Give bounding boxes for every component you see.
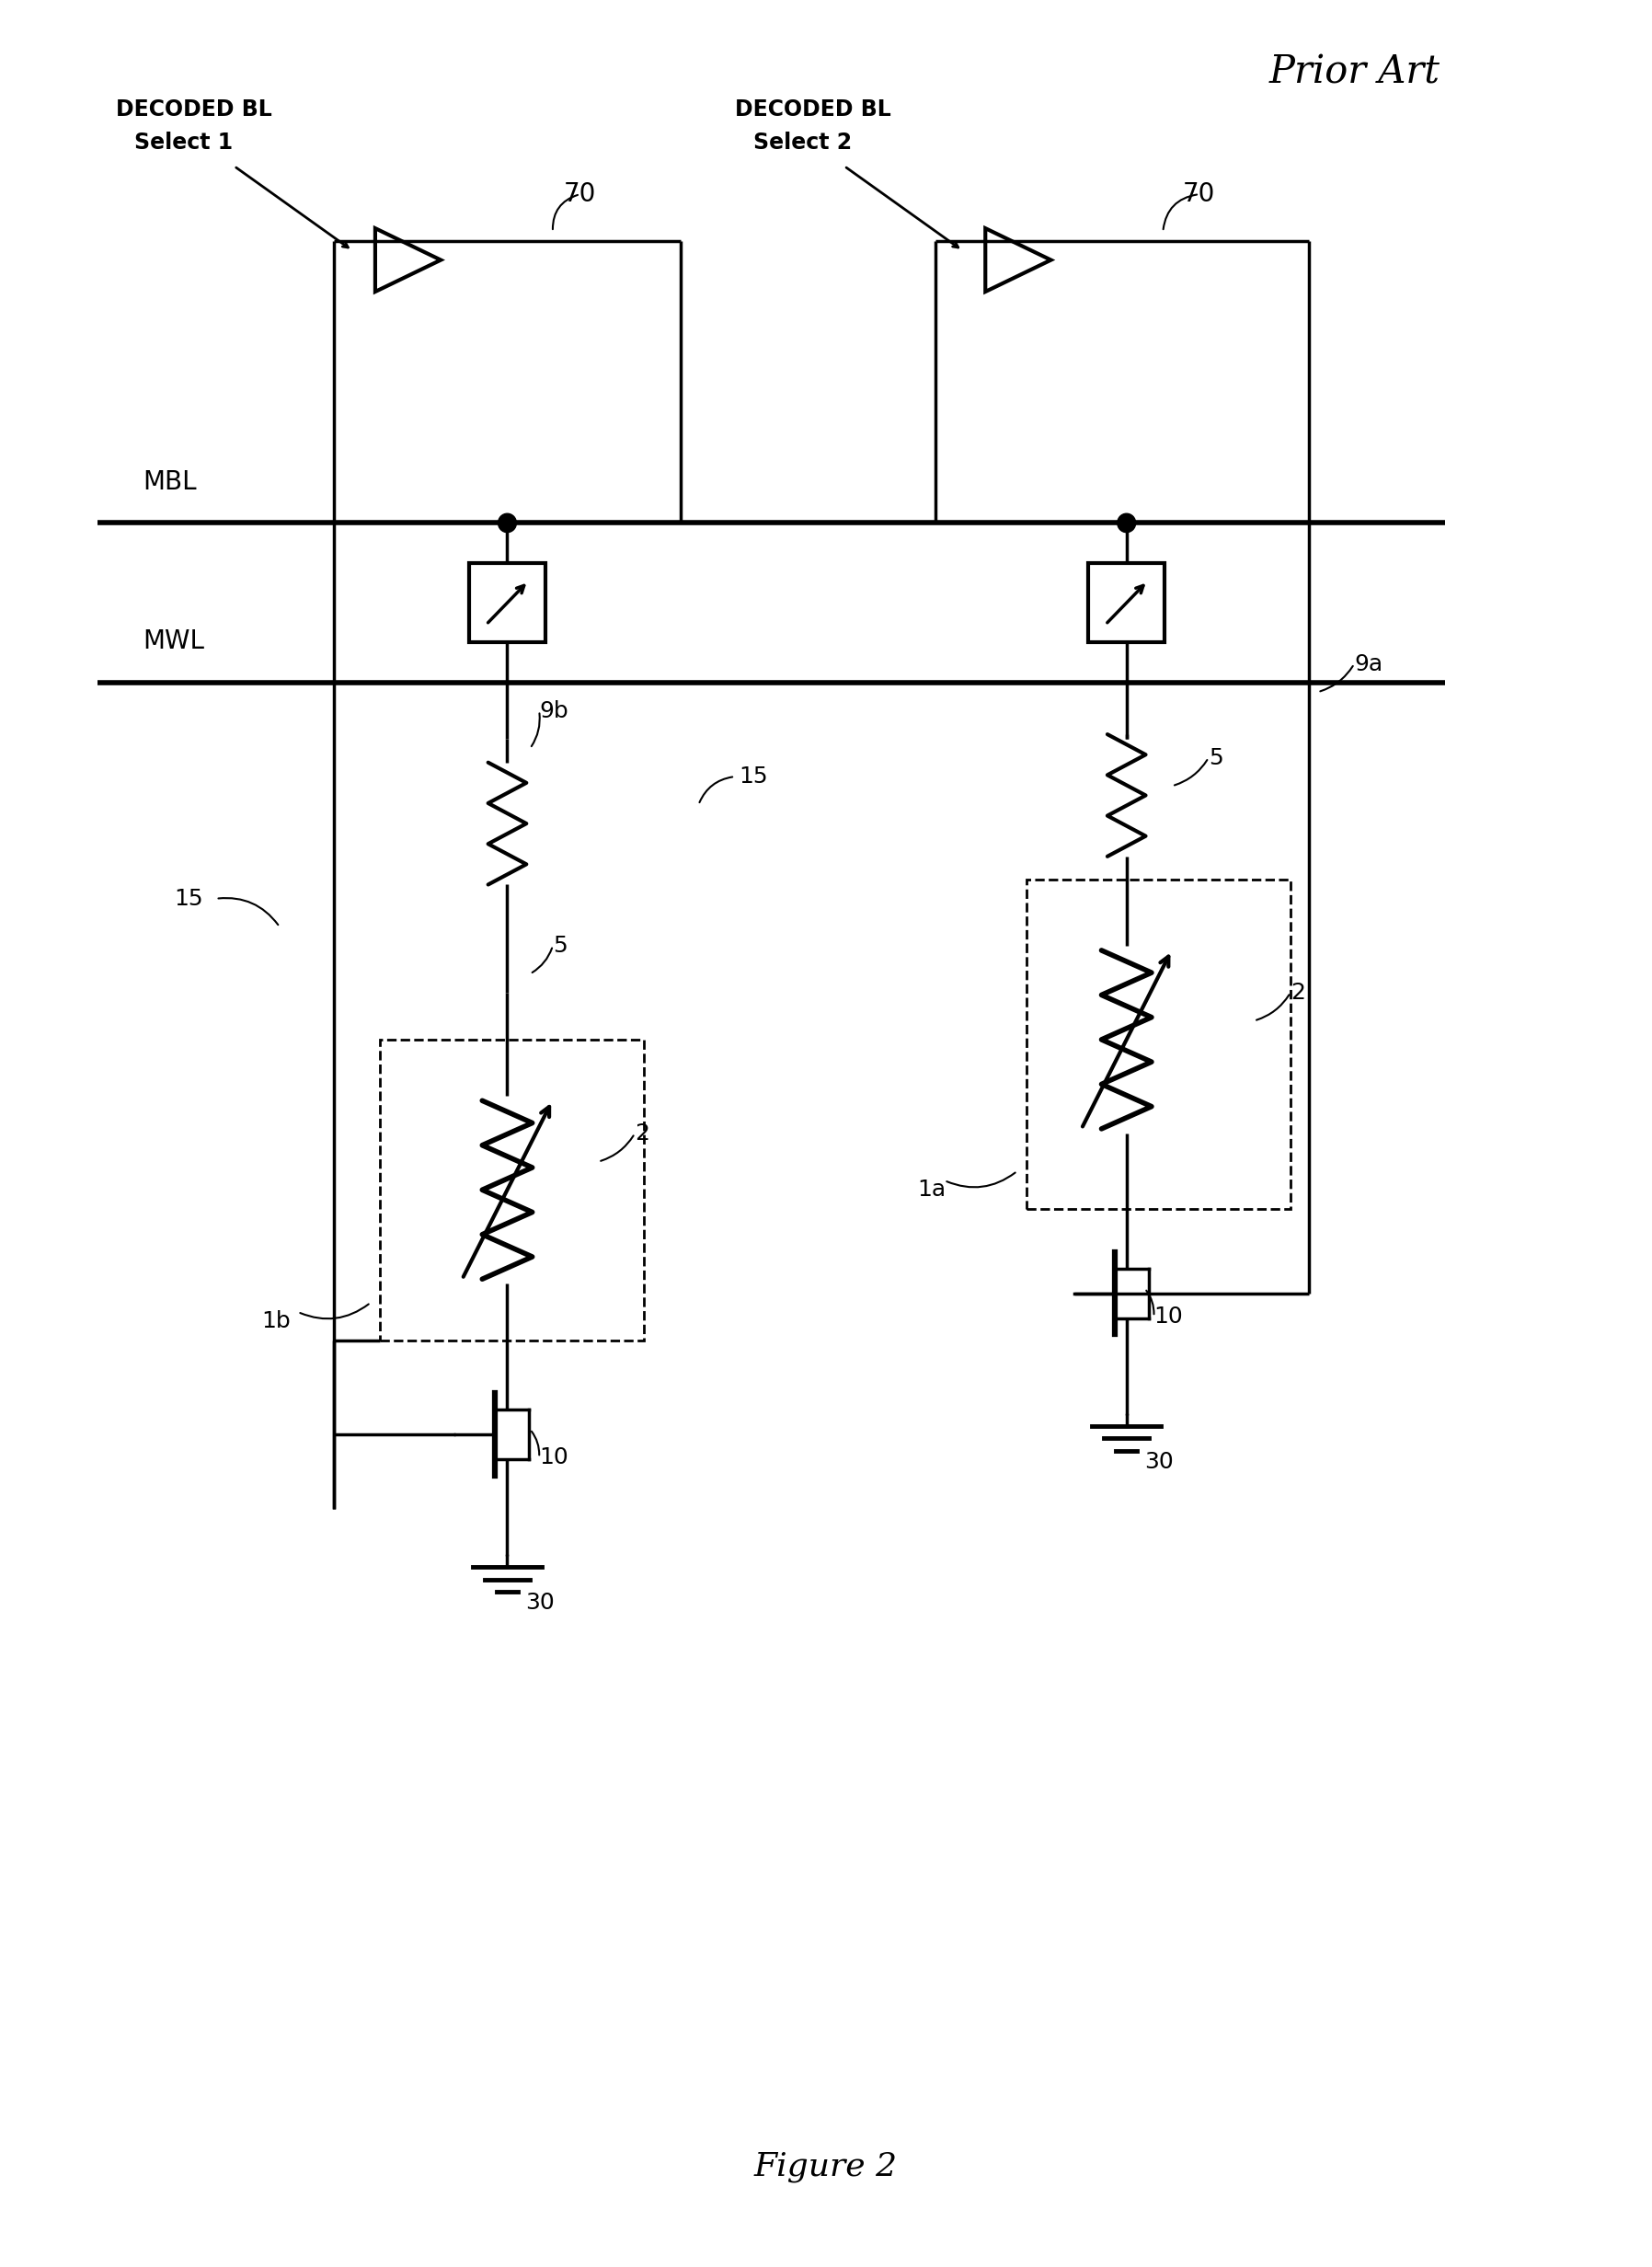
Bar [1026, 880, 1290, 1208]
Text: 2: 2 [634, 1122, 649, 1145]
Text: Select 2: Select 2 [753, 131, 852, 154]
Text: 70: 70 [1183, 181, 1216, 206]
Text: 30: 30 [1145, 1451, 1175, 1474]
Text: Prior Art: Prior Art [1269, 52, 1441, 91]
Text: MBL: MBL [144, 469, 197, 494]
Text: 1b: 1b [261, 1310, 291, 1333]
Text: 5: 5 [553, 934, 567, 957]
Text: 2: 2 [1290, 982, 1305, 1004]
Text: 5: 5 [1209, 746, 1222, 769]
Circle shape [499, 515, 517, 533]
Bar [380, 1041, 644, 1340]
Circle shape [1117, 515, 1135, 533]
Text: Figure 2: Figure 2 [755, 2151, 897, 2183]
Text: 1a: 1a [917, 1179, 945, 1202]
Text: 15: 15 [738, 766, 768, 787]
Text: 10: 10 [1153, 1306, 1183, 1328]
Text: 10: 10 [539, 1446, 568, 1469]
Text: 70: 70 [563, 181, 596, 206]
Text: 15: 15 [173, 889, 203, 909]
Text: 9b: 9b [539, 701, 568, 721]
Text: Select 1: Select 1 [134, 131, 233, 154]
Text: 9a: 9a [1355, 653, 1383, 676]
Text: MWL: MWL [144, 628, 205, 655]
Bar [469, 564, 545, 642]
Text: DECODED BL: DECODED BL [735, 100, 890, 120]
Text: 30: 30 [525, 1591, 555, 1614]
Text: DECODED BL: DECODED BL [116, 100, 273, 120]
Bar [1089, 564, 1165, 642]
